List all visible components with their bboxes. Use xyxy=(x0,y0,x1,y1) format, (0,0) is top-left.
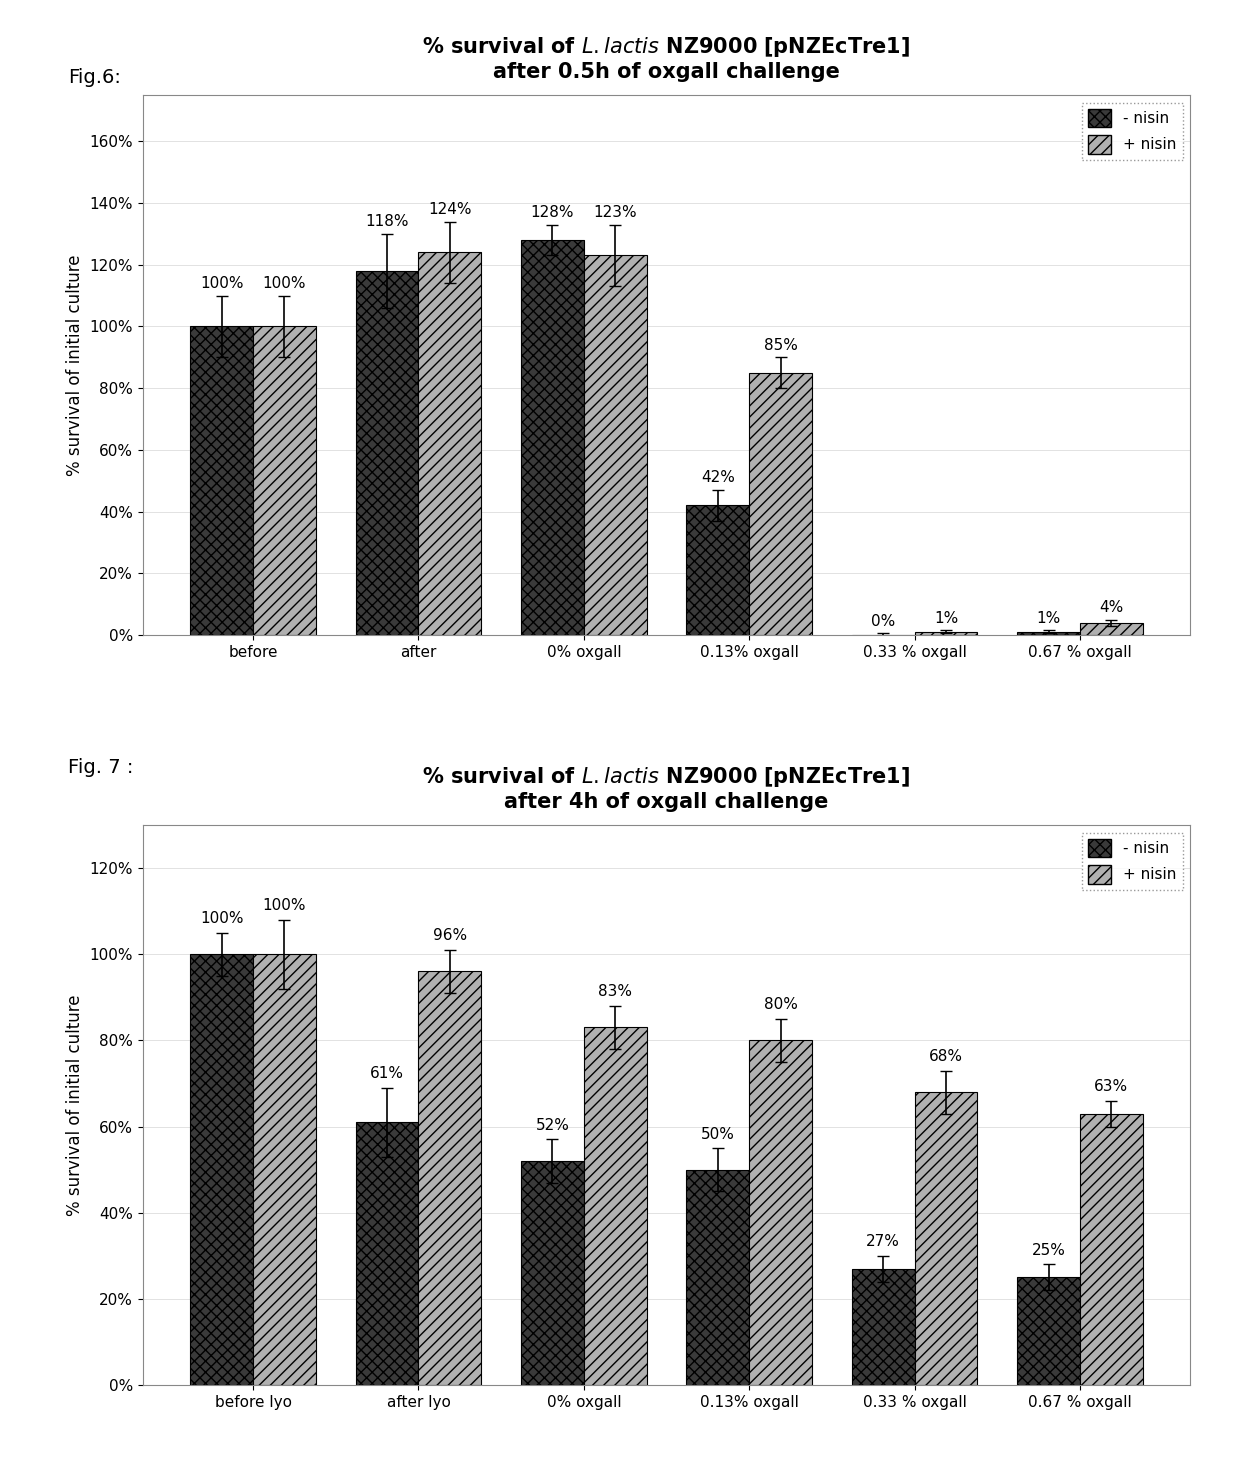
Bar xyxy=(687,1169,749,1386)
Bar xyxy=(521,240,584,635)
Bar xyxy=(852,1268,915,1386)
Text: 52%: 52% xyxy=(536,1118,569,1133)
Text: Fig. 7 :: Fig. 7 : xyxy=(68,758,134,777)
Text: 50%: 50% xyxy=(701,1127,735,1141)
Bar xyxy=(915,633,977,635)
Legend: - nisin, + nisin: - nisin, + nisin xyxy=(1083,103,1183,160)
Y-axis label: % survival of initial culture: % survival of initial culture xyxy=(66,254,83,475)
Text: 80%: 80% xyxy=(764,997,797,1012)
Bar xyxy=(356,271,418,635)
Bar xyxy=(687,506,749,635)
Bar xyxy=(190,327,253,635)
Text: 123%: 123% xyxy=(594,204,637,221)
Bar xyxy=(749,1040,812,1386)
Text: 100%: 100% xyxy=(200,911,243,927)
Text: 68%: 68% xyxy=(929,1049,963,1064)
Text: 128%: 128% xyxy=(531,204,574,221)
Bar xyxy=(418,971,481,1386)
Text: 124%: 124% xyxy=(428,202,471,216)
Bar xyxy=(584,1027,646,1386)
Text: 100%: 100% xyxy=(263,899,306,913)
Text: 85%: 85% xyxy=(764,338,797,353)
Bar xyxy=(190,955,253,1386)
Text: 0%: 0% xyxy=(870,613,895,628)
Text: 25%: 25% xyxy=(1032,1243,1065,1258)
Text: 96%: 96% xyxy=(433,928,467,943)
Text: Fig.6:: Fig.6: xyxy=(68,68,122,87)
Text: 100%: 100% xyxy=(200,277,243,291)
Bar xyxy=(253,955,316,1386)
Bar xyxy=(418,253,481,635)
Text: 118%: 118% xyxy=(366,215,409,229)
Legend: - nisin, + nisin: - nisin, + nisin xyxy=(1083,833,1183,890)
Bar xyxy=(1080,1114,1143,1386)
Text: 1%: 1% xyxy=(1037,610,1060,625)
Bar xyxy=(356,1122,418,1386)
Bar xyxy=(915,1091,977,1386)
Text: 1%: 1% xyxy=(934,610,959,625)
Title: % survival of $\mathbf{\it{L. lactis}}$ $\mathbf{NZ9000\ [pNZEcTre1]}$
after 0.5: % survival of $\mathbf{\it{L. lactis}}$ … xyxy=(423,35,910,82)
Text: 83%: 83% xyxy=(598,984,632,999)
Text: 61%: 61% xyxy=(370,1066,404,1081)
Title: % survival of $\mathbf{\it{L. lactis}}$ $\mathbf{NZ9000\ [pNZEcTre1]}$
after 4h : % survival of $\mathbf{\it{L. lactis}}$ … xyxy=(423,765,910,812)
Y-axis label: % survival of initial culture: % survival of initial culture xyxy=(66,994,84,1215)
Text: 63%: 63% xyxy=(1094,1080,1128,1094)
Bar xyxy=(521,1161,584,1386)
Text: 4%: 4% xyxy=(1099,600,1123,615)
Bar xyxy=(749,372,812,635)
Bar xyxy=(1017,633,1080,635)
Text: 27%: 27% xyxy=(867,1234,900,1249)
Bar xyxy=(584,256,646,635)
Bar xyxy=(1080,622,1143,635)
Bar xyxy=(1017,1277,1080,1386)
Text: 100%: 100% xyxy=(263,277,306,291)
Text: 42%: 42% xyxy=(701,471,735,485)
Bar xyxy=(253,327,316,635)
